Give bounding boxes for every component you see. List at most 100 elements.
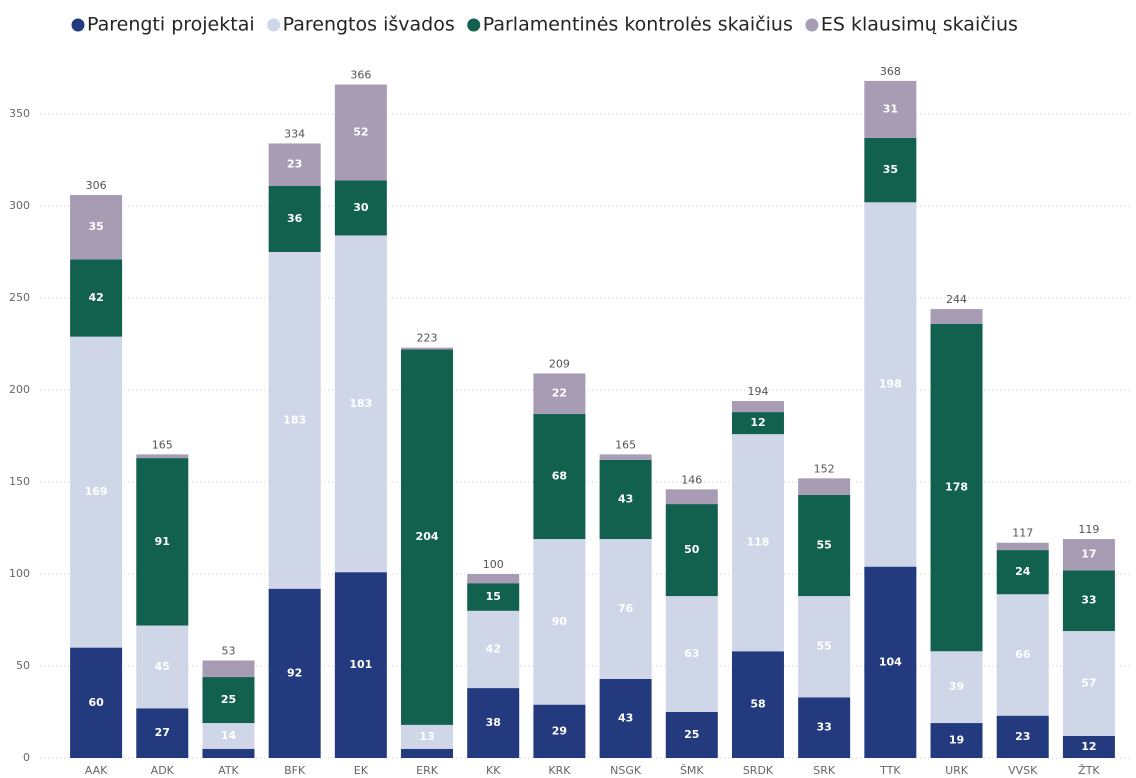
value-label: 13: [419, 730, 434, 743]
bar-segment: [996, 542, 1049, 551]
legend-label: Parengti projektai: [87, 14, 255, 36]
total-label: 152: [814, 462, 835, 475]
x-tick-label: TTK: [879, 764, 901, 777]
x-tick-label: KRK: [548, 764, 571, 777]
bar-segment: [599, 678, 652, 758]
value-label: 42: [486, 642, 501, 655]
total-label: 334: [284, 127, 305, 140]
value-label: 35: [88, 220, 103, 233]
legend-label: Parengtos išvados: [283, 14, 455, 36]
value-label: 43: [618, 711, 633, 724]
value-label: 14: [221, 729, 237, 742]
x-tick-label: ERK: [416, 764, 439, 777]
value-label: 43: [618, 492, 633, 505]
value-label: 38: [486, 716, 501, 729]
value-label: 204: [416, 530, 439, 543]
value-label: 24: [1015, 565, 1031, 578]
total-label: 165: [615, 438, 636, 451]
bar-segment: [930, 723, 983, 758]
value-label: 104: [879, 655, 902, 668]
bar-segment: [533, 539, 586, 705]
bar-segment: [334, 235, 387, 573]
value-label: 101: [349, 658, 372, 671]
bar-segment: [467, 583, 520, 611]
value-label: 55: [817, 640, 832, 653]
bar-segment: [665, 504, 718, 597]
bar-segment: [401, 347, 454, 350]
y-tick-label: 50: [16, 659, 30, 672]
value-label: 183: [349, 397, 372, 410]
value-label: 19: [949, 734, 964, 747]
total-label: 244: [946, 293, 967, 306]
x-tick-label: ADK: [151, 764, 175, 777]
y-tick-label: 0: [23, 751, 30, 764]
value-label: 63: [684, 647, 699, 660]
bar-segment: [996, 715, 1049, 758]
value-label: 55: [817, 538, 832, 551]
bar-segment: [401, 748, 454, 758]
bar-segment: [70, 336, 123, 648]
bar-segment: [798, 478, 851, 495]
bar-segment: [467, 688, 520, 758]
bar-segment: [70, 194, 123, 260]
total-label: 223: [417, 332, 438, 345]
legend-marker: [467, 18, 481, 32]
total-label: 165: [152, 438, 173, 451]
total-label: 119: [1078, 523, 1099, 536]
value-label: 29: [552, 724, 567, 737]
value-label: 15: [486, 590, 501, 603]
bar-segment: [731, 434, 784, 652]
x-tick-label: ŠMK: [680, 764, 704, 777]
bar-segment: [136, 625, 189, 709]
value-label: 42: [88, 291, 103, 304]
value-label: 36: [287, 212, 303, 225]
value-label: 33: [817, 721, 832, 734]
bar-segment: [1062, 735, 1115, 758]
total-label: 53: [221, 644, 235, 657]
bar-segment: [268, 588, 321, 758]
x-tick-label: EK: [354, 764, 369, 777]
total-label: 146: [681, 473, 702, 486]
value-label: 12: [750, 416, 765, 429]
bar-segment: [798, 494, 851, 597]
value-label: 68: [552, 469, 567, 482]
value-label: 45: [155, 660, 170, 673]
bar-segment: [334, 572, 387, 758]
value-label: 39: [949, 680, 964, 693]
bar-segment: [268, 185, 321, 252]
legend-marker: [267, 18, 281, 32]
bar-segment: [996, 550, 1049, 595]
bar-segment: [334, 180, 387, 236]
bar-segment: [202, 748, 255, 758]
value-label: 52: [353, 125, 368, 138]
value-label: 12: [1081, 740, 1096, 753]
legend-label: Parlamentinės kontrolės skaičius: [483, 14, 793, 36]
value-label: 35: [883, 163, 898, 176]
value-label: 30: [353, 201, 369, 214]
bar-segment: [665, 596, 718, 712]
value-label: 91: [155, 535, 170, 548]
bar-segment: [864, 202, 917, 567]
value-label: 23: [287, 158, 302, 171]
value-label: 25: [684, 728, 699, 741]
legend-marker: [805, 18, 819, 32]
value-label: 58: [750, 698, 765, 711]
x-tick-label: ATK: [218, 764, 239, 777]
x-tick-label: SRK: [813, 764, 836, 777]
value-label: 169: [85, 485, 108, 498]
bar-segment: [136, 458, 189, 626]
value-label: 33: [1081, 594, 1096, 607]
bar-segment: [930, 651, 983, 724]
bar-segment: [930, 309, 983, 324]
value-label: 92: [287, 666, 302, 679]
x-tick-label: SRDK: [743, 764, 774, 777]
bar-segment: [268, 252, 321, 589]
bar-segment: [467, 574, 520, 584]
bar-segment: [798, 697, 851, 758]
value-label: 17: [1081, 548, 1096, 561]
value-label: 66: [1015, 648, 1031, 661]
y-tick-label: 300: [9, 199, 30, 212]
value-label: 118: [746, 536, 769, 549]
y-tick-label: 350: [9, 107, 30, 120]
